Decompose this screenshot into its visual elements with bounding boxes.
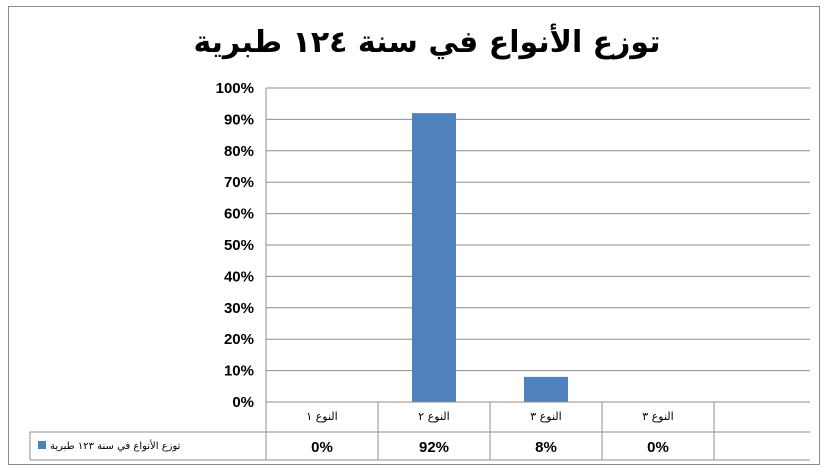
y-axis-ticks: 0% 10% 20% 30% 40% 50% 60% 70% 80% 90% 100% [216, 80, 254, 411]
y-tick-label: 90% [224, 111, 254, 128]
y-tick-label: 100% [216, 80, 254, 97]
y-tick-label: 10% [224, 363, 254, 380]
category-label: النوع ٣ [642, 410, 673, 423]
y-tick-label: 60% [224, 206, 254, 223]
gridlines [265, 87, 810, 403]
data-table-value: 8% [535, 439, 557, 456]
category-label: النوع ٢ [418, 410, 449, 423]
data-table-value: 92% [419, 439, 449, 456]
y-tick-label: 20% [224, 331, 254, 348]
category-label: النوع ١ [306, 410, 337, 423]
category-label: النوع ٣ [530, 410, 561, 423]
chart-title: توزع الأنواع في سنة ١٢٤ طبرية [193, 23, 660, 60]
legend-swatch [38, 441, 46, 449]
data-table-value: 0% [311, 439, 333, 456]
y-tick-label: 70% [224, 174, 254, 191]
legend-series-name: توزع الأنواع في سنة ١٢٣ طبرية [50, 439, 181, 452]
y-tick-label: 80% [224, 143, 254, 160]
bar [524, 376, 568, 402]
data-table: النوع ١ النوع ٢ النوع ٣ النوع ٣ 0% 92% 8% 0% توز… [29, 401, 810, 461]
y-tick-label: 40% [224, 268, 254, 285]
data-table-value: 0% [647, 439, 669, 456]
y-tick-label: 50% [224, 237, 254, 254]
bar [412, 113, 456, 403]
y-tick-label: 30% [224, 300, 254, 317]
y-tick-label: 0% [232, 394, 254, 411]
bars [412, 113, 568, 403]
